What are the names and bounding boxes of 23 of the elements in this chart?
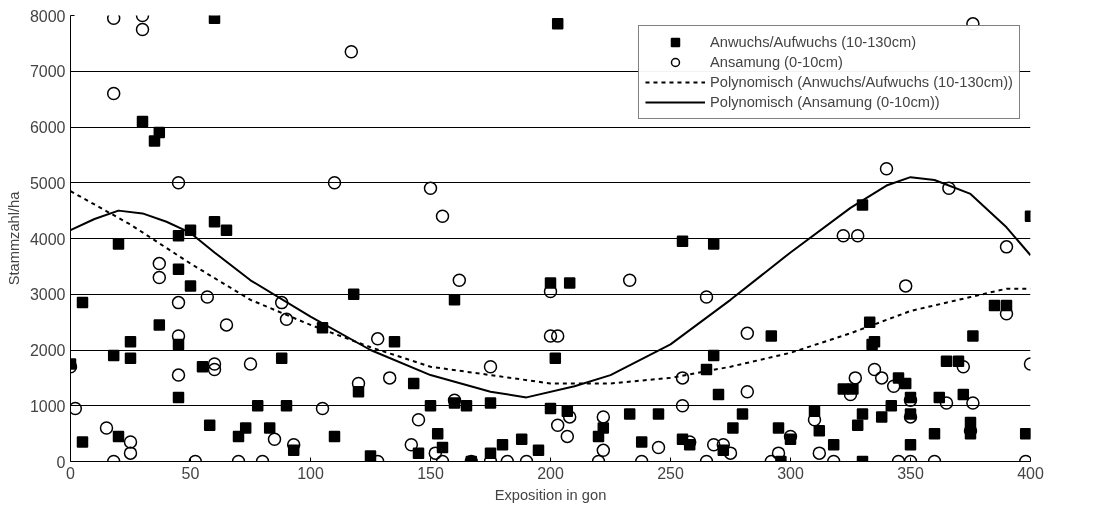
y-tick-label: 2000 <box>29 342 66 359</box>
x-tick-label: 350 <box>897 464 924 482</box>
x-tick-label: 150 <box>417 464 444 482</box>
y-axis-title: Stammzahl/ha <box>5 190 22 286</box>
y-tick-label: 0 <box>56 453 66 471</box>
x-tick-label: 400 <box>1017 464 1044 482</box>
y-tick-label: 7000 <box>29 63 66 81</box>
legend-label: Polynomisch (Anwuchs/Aufwuchs (10-130cm)) <box>709 74 1013 90</box>
legend-label: Polynomisch (Ansamung (0-10cm)) <box>709 94 940 110</box>
legend-label: Anwuchs/Aufwuchs (10-130cm) <box>709 34 917 50</box>
x-tick-label: 100 <box>297 464 324 482</box>
y-tick-label: 8000 <box>29 7 66 25</box>
y-tick-label: 5000 <box>29 174 66 192</box>
x-axis-title: Exposition in gon <box>494 486 607 503</box>
y-tick-label: 3000 <box>29 286 66 304</box>
x-tick-label: 250 <box>657 464 684 482</box>
y-tick-label: 1000 <box>29 397 66 415</box>
x-tick-label: 300 <box>777 464 804 482</box>
y-tick-label: 4000 <box>29 230 66 248</box>
legend-label: Ansamung (0-10cm) <box>709 54 843 70</box>
x-tick-label: 50 <box>181 464 200 482</box>
y-tick-label: 6000 <box>29 119 66 136</box>
x-tick-label: 200 <box>537 464 564 482</box>
